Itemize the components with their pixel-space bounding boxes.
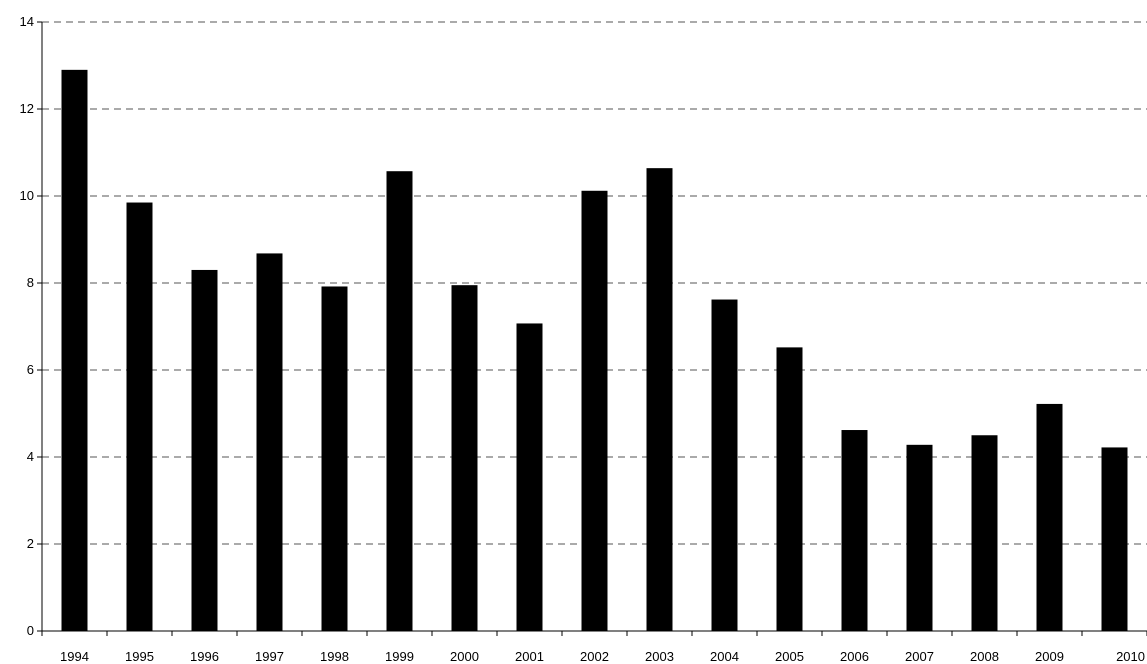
bar-1996 [191, 269, 218, 631]
y-tick-label: 14 [20, 14, 34, 29]
bar-1997 [256, 253, 283, 632]
x-tick-label: 2010 [1116, 649, 1145, 664]
x-tick-label: 2002 [580, 649, 609, 664]
x-tick-label: 1999 [385, 649, 414, 664]
bar-2006 [841, 430, 868, 631]
bar-1998 [321, 286, 348, 631]
bar-1999 [386, 171, 413, 631]
y-tick-label: 0 [27, 623, 34, 638]
bar-2009 [1036, 403, 1063, 631]
axes [37, 21, 1147, 636]
bar-2000 [451, 285, 478, 631]
x-tick-label: 2009 [1035, 649, 1064, 664]
bar-2002 [581, 190, 608, 631]
bar-1995 [126, 202, 153, 631]
bar-2001 [516, 323, 543, 631]
x-tick-label: 2004 [710, 649, 739, 664]
bars [61, 69, 1128, 632]
x-tick-label: 2006 [840, 649, 869, 664]
x-tick-label: 2005 [775, 649, 804, 664]
x-tick-label: 1996 [190, 649, 219, 664]
y-tick-label: 8 [27, 275, 34, 290]
bar-2005 [776, 347, 803, 631]
y-tick-labels: 0 2 4 6 8 10 12 14 [20, 14, 34, 638]
x-tick-label: 1998 [320, 649, 349, 664]
bar-1994 [61, 69, 88, 632]
bar-2003 [646, 168, 673, 631]
x-tick-label: 2007 [905, 649, 934, 664]
x-tick-label: 1995 [125, 649, 154, 664]
x-tick-label: 1997 [255, 649, 284, 664]
y-tick-label: 4 [27, 449, 34, 464]
y-tick-label: 6 [27, 362, 34, 377]
x-tick-label: 2000 [450, 649, 479, 664]
bar-2007 [906, 444, 933, 631]
y-tick-label: 12 [20, 101, 34, 116]
x-tick-label: 2008 [970, 649, 999, 664]
bar-2004 [711, 299, 738, 631]
y-tick-label: 2 [27, 536, 34, 551]
x-tick-labels: 1994 1995 1996 1997 1998 1999 2000 2001 2002 2003… [60, 649, 1145, 664]
x-tick-label: 1994 [60, 649, 89, 664]
bar-2008 [971, 435, 998, 631]
bar-2010 [1101, 447, 1128, 631]
x-tick-label: 2003 [645, 649, 674, 664]
y-tick-label: 10 [20, 188, 34, 203]
x-tick-label: 2001 [515, 649, 544, 664]
